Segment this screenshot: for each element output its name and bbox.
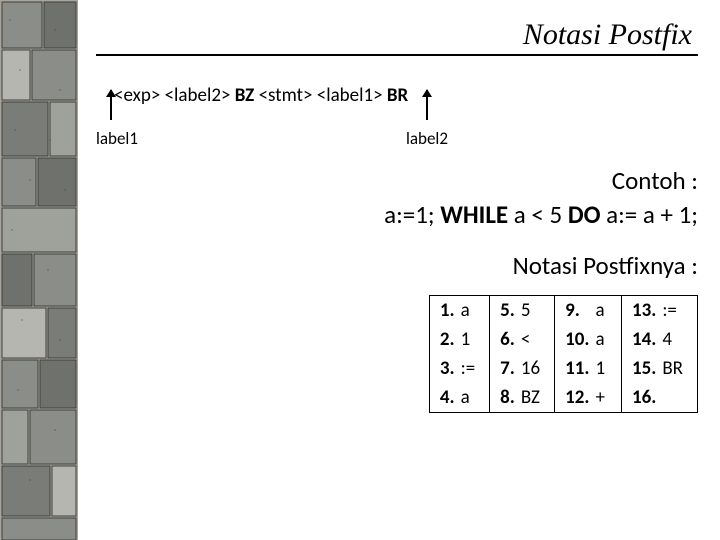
cell-val: BZ — [519, 383, 555, 413]
table-row: 1. a 5. 5 9. a 13. := — [429, 295, 697, 325]
example-heading: Contoh : — [612, 165, 698, 196]
cell-val — [660, 383, 697, 413]
cell-num: 5. — [490, 295, 519, 325]
cell-val: := — [459, 354, 490, 383]
label2-text: label2 — [406, 128, 448, 149]
cell-num: 7. — [490, 354, 519, 383]
cell-val: a — [594, 325, 622, 354]
cell-num: 1. — [429, 295, 458, 325]
cell-val: 16 — [519, 354, 555, 383]
arrow-to-label1 — [110, 90, 112, 120]
slide-content: Notasi Postfix <exp> <label2> BZ <stmt> … — [78, 0, 720, 540]
cell-num: 13. — [622, 295, 661, 325]
expr-part-2: <stmt> <label1> — [254, 84, 387, 107]
cell-val: 1 — [594, 354, 622, 383]
cell-num: 16. — [622, 383, 661, 413]
expr-part-3: BR — [387, 84, 408, 107]
example-suffix: a:= a + 1; — [600, 199, 698, 230]
table-row: 4. a 8. BZ 12. + 16. — [429, 383, 697, 413]
postfix-table-wrap: 1. a 5. 5 9. a 13. := 2. 1 6. < 10. a 14… — [96, 295, 698, 413]
stone-sidebar — [0, 0, 78, 540]
cell-val: + — [594, 383, 622, 413]
label1-text: label1 — [96, 128, 138, 149]
page-title: Notasi Postfix — [96, 18, 698, 52]
cell-num: 12. — [555, 383, 594, 413]
arrow-to-label2 — [426, 90, 428, 120]
cell-num: 6. — [490, 325, 519, 354]
example-block: Contoh : a:=1; WHILE a < 5 DO a:= a + 1; — [96, 164, 698, 232]
cell-num: 9. — [555, 295, 594, 325]
cell-num: 14. — [622, 325, 661, 354]
cell-val: a — [459, 383, 490, 413]
notasi-label: Notasi Postfixnya : — [96, 250, 698, 281]
cell-num: 10. — [555, 325, 594, 354]
title-rule — [96, 54, 698, 56]
cell-num: 2. — [429, 325, 458, 354]
cell-val: 1 — [459, 325, 490, 354]
cell-num: 8. — [490, 383, 519, 413]
postfix-table: 1. a 5. 5 9. a 13. := 2. 1 6. < 10. a 14… — [429, 295, 698, 413]
cell-num: 11. — [555, 354, 594, 383]
cell-val: BR — [660, 354, 697, 383]
expr-part-0: <exp> <label2> — [114, 84, 235, 107]
cell-val: := — [660, 295, 697, 325]
example-prefix: a:=1; — [384, 199, 440, 230]
table-row: 3. := 7. 16 11. 1 15. BR — [429, 354, 697, 383]
expression-line: <exp> <label2> BZ <stmt> <label1> BR — [114, 84, 408, 107]
cell-val: a — [594, 295, 622, 325]
example-while: WHILE — [440, 199, 508, 230]
example-mid: a < 5 — [508, 199, 568, 230]
cell-val: 5 — [519, 295, 555, 325]
expression-area: <exp> <label2> BZ <stmt> <label1> BR lab… — [96, 84, 698, 164]
stone-texture — [0, 0, 78, 540]
cell-num: 15. — [622, 354, 661, 383]
table-row: 2. 1 6. < 10. a 14. 4 — [429, 325, 697, 354]
cell-num: 3. — [429, 354, 458, 383]
cell-val: < — [519, 325, 555, 354]
expr-part-1: BZ — [235, 84, 255, 107]
example-do: DO — [568, 199, 601, 230]
cell-val: a — [459, 295, 490, 325]
cell-num: 4. — [429, 383, 458, 413]
cell-val: 4 — [660, 325, 697, 354]
